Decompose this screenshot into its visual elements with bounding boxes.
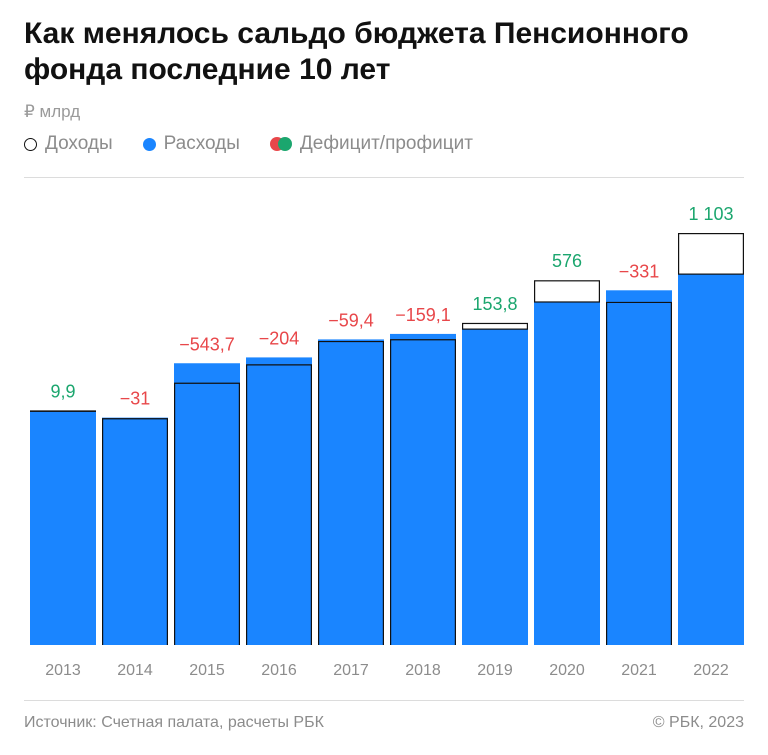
copyright: © РБК, 2023 (652, 714, 744, 731)
balance-label: −331 (619, 261, 660, 281)
legend-item-balance: Дефицит/профицит (269, 133, 473, 155)
balance-label: −159,1 (395, 305, 451, 325)
source-note: Источник: Счетная палата, расчеты РБК (24, 714, 324, 731)
expenses-bar (678, 273, 744, 645)
expenses-bar (534, 301, 600, 645)
x-tick-label: 2017 (333, 662, 369, 679)
balance-label: 153,8 (472, 294, 517, 314)
x-tick-label: 2016 (261, 662, 297, 679)
x-tick-label: 2020 (549, 662, 585, 679)
income-outline (246, 364, 312, 645)
expenses-bar (102, 417, 168, 645)
x-tick-label: 2015 (189, 662, 225, 679)
expenses-bar (462, 328, 528, 645)
legend-item-income: Доходы (24, 133, 113, 155)
bottom-divider (24, 700, 744, 701)
income-outline (318, 340, 384, 645)
x-tick-label: 2018 (405, 662, 441, 679)
x-tick-label: 2021 (621, 662, 657, 679)
expenses-swatch-icon (142, 137, 156, 151)
balance-label: −204 (259, 328, 300, 348)
income-surplus-outline (533, 280, 600, 303)
legend-expenses-label: Расходы (163, 133, 240, 154)
expenses-bar (246, 357, 312, 645)
balance-label: −543,7 (179, 334, 235, 354)
income-surplus-outline (462, 322, 529, 330)
legend-item-expenses: Расходы (142, 133, 240, 155)
top-divider (24, 177, 744, 178)
income-outline (606, 301, 672, 645)
balance-label: 1 103 (688, 204, 733, 224)
income-surplus-outline (677, 233, 744, 275)
legend: Доходы Расходы Дефицит/профицит (24, 133, 503, 155)
income-outline (390, 339, 456, 645)
expenses-bar (390, 333, 456, 645)
expenses-bar (174, 363, 240, 645)
x-tick-label: 2013 (45, 662, 81, 679)
income-outline (174, 382, 240, 645)
balance-label: 576 (552, 251, 582, 271)
balance-label: −59,4 (328, 310, 374, 330)
expenses-bar (606, 290, 672, 645)
x-tick-label: 2022 (693, 662, 729, 679)
legend-balance-label: Дефицит/профицит (299, 133, 473, 154)
unit-label: ₽ млрд (24, 102, 81, 121)
chart-title: Как менялось сальдо бюджета Пенсионного … (24, 17, 689, 86)
expenses-bar (318, 339, 384, 645)
balance-label: 9,9 (50, 381, 75, 401)
legend-income-label: Доходы (45, 133, 113, 154)
x-tick-label: 2019 (477, 662, 513, 679)
x-tick-label: 2014 (117, 662, 153, 679)
income-swatch-icon (24, 137, 37, 151)
income-outline (102, 418, 168, 645)
bar-chart: 9,9 2013 −31 2014 −543,7 2015 −204 2016 −59,4 201… (30, 204, 744, 679)
balance-swatch-icon (269, 137, 292, 151)
balance-label: −31 (120, 389, 151, 409)
expenses-bar (30, 410, 96, 645)
